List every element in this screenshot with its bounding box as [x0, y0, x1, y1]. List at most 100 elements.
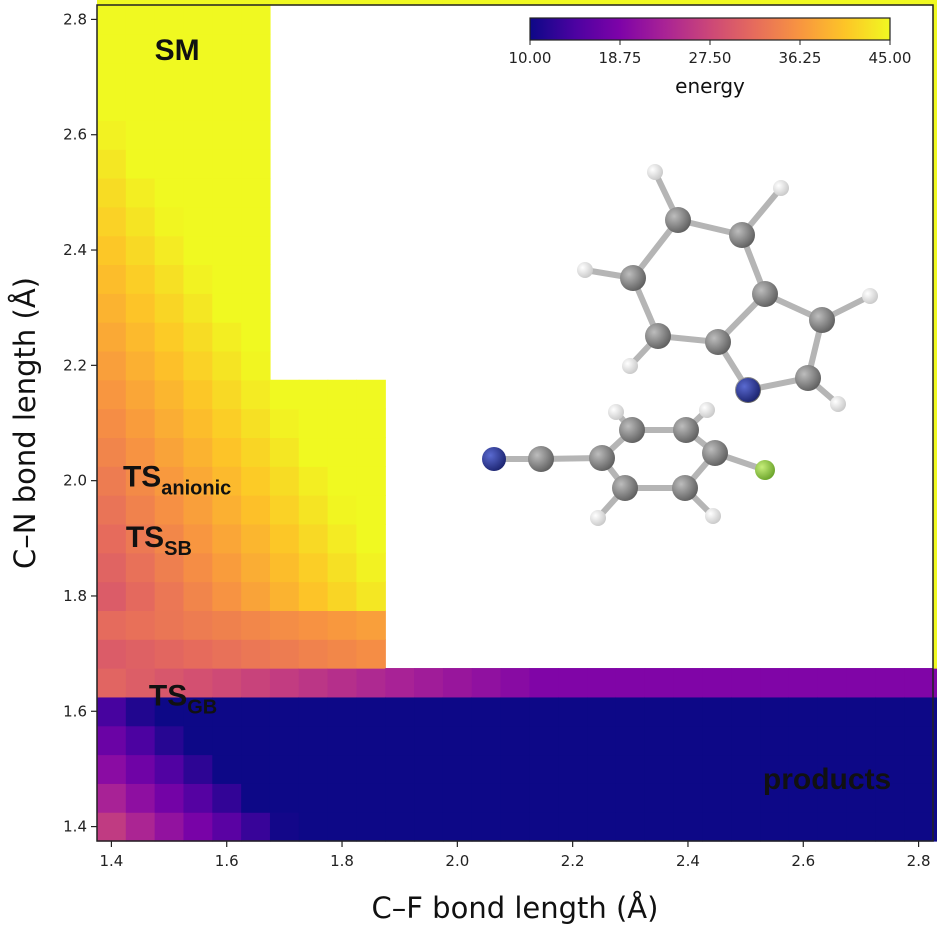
- heatmap-cell: [125, 552, 156, 583]
- heatmap-cell: [760, 812, 790, 842]
- heatmap-cell: [125, 149, 156, 179]
- heatmap-cell: [442, 696, 473, 727]
- x-tick-label: 2.8: [907, 852, 931, 870]
- heatmap-cell: [125, 0, 156, 6]
- hydrogen-atom: [699, 402, 715, 418]
- heatmap-cell: [875, 812, 905, 842]
- heatmap-cell: [327, 0, 358, 6]
- heatmap-cell: [298, 696, 329, 727]
- heatmap-cell: [183, 725, 213, 756]
- y-tick-label: 2.0: [63, 472, 87, 490]
- heatmap-cell: [212, 581, 242, 611]
- heatmap-cell: [125, 754, 156, 784]
- heatmap-cell: [702, 668, 732, 698]
- heatmap-cell: [933, 91, 937, 121]
- heatmap-cell: [241, 5, 271, 35]
- heatmap-cell: [125, 639, 156, 669]
- hydrogen-atom: [862, 288, 878, 304]
- y-axis-ticks: 1.4 1.6 1.8 2.0 2.2 2.4 2.6 2.8: [63, 10, 97, 836]
- heatmap-cell: [933, 62, 937, 93]
- carbon-atom: [729, 222, 755, 248]
- heatmap-cell: [241, 149, 271, 179]
- heatmap-cell: [702, 0, 732, 6]
- heatmap-cell: [125, 783, 156, 813]
- heatmap-cell: [933, 0, 937, 6]
- heatmap-cell: [125, 610, 156, 640]
- heatmap-cell: [904, 668, 934, 698]
- heatmap-cell: [97, 379, 127, 410]
- heatmap-cell: [385, 754, 415, 784]
- heatmap-cell: [788, 696, 819, 727]
- heatmap-cell: [587, 668, 617, 698]
- heatmap-cell: [471, 725, 502, 756]
- heatmap-cell: [846, 696, 876, 727]
- heatmap-cell: [817, 783, 848, 813]
- heatmap-cell: [875, 783, 905, 813]
- heatmap-cell: [125, 812, 156, 842]
- heatmap-cell: [298, 408, 329, 439]
- heatmap-cell: [904, 783, 934, 813]
- heatmap-cell: [442, 668, 473, 698]
- heatmap-cell: [673, 696, 703, 727]
- heatmap-cell: [327, 581, 358, 611]
- heatmap-cell: [875, 0, 905, 6]
- heatmap-cell: [269, 408, 300, 439]
- hydrogen-atom: [705, 508, 721, 524]
- heatmap-cell: [183, 350, 213, 381]
- heatmap-cell: [183, 0, 213, 6]
- heatmap-cell: [846, 783, 876, 813]
- hydrogen-atom: [622, 358, 638, 374]
- colorbar-ticks: 10.00 18.75 27.50 36.25 45.00: [509, 40, 911, 67]
- heatmap-cell: [414, 725, 444, 756]
- heatmap-cell: [212, 293, 242, 323]
- heatmap-cell: [183, 62, 213, 93]
- heatmap-cell: [471, 754, 502, 784]
- heatmap-cell: [212, 33, 242, 64]
- heatmap-cell: [529, 812, 559, 842]
- carbon-atom: [665, 207, 691, 233]
- heatmap-cell: [615, 696, 646, 727]
- heatmap-cell: [327, 437, 358, 467]
- heatmap-cell: [125, 437, 156, 467]
- heatmap-cell: [933, 754, 937, 784]
- heatmap-cell: [356, 639, 386, 669]
- heatmap-cell: [154, 812, 185, 842]
- heatmap-cell: [298, 725, 329, 756]
- heatmap-cell: [933, 466, 937, 496]
- heatmap-cell: [212, 812, 242, 842]
- heatmap-cell: [241, 322, 271, 352]
- heatmap-cell: [558, 754, 588, 784]
- heatmap-cell: [615, 668, 646, 698]
- heatmap-cell: [154, 783, 185, 813]
- heatmap-cell: [241, 466, 271, 496]
- heatmap-cell: [500, 783, 531, 813]
- heatmap-cell: [817, 725, 848, 756]
- heatmap-cell: [241, 812, 271, 842]
- heatmap-cell: [125, 5, 156, 35]
- heatmap-cell: [97, 62, 127, 93]
- heatmap-cell: [356, 783, 386, 813]
- y-tick-label: 1.6: [63, 702, 87, 720]
- heatmap-cell: [817, 812, 848, 842]
- heatmap-cell: [241, 696, 271, 727]
- heatmap-cell: [183, 754, 213, 784]
- heatmap-cell: [298, 639, 329, 669]
- heatmap-cell: [673, 0, 703, 6]
- heatmap-cell: [212, 264, 242, 294]
- heatmap-cell: [356, 581, 386, 611]
- heatmap-cell: [154, 552, 185, 583]
- heatmap-cell: [125, 62, 156, 93]
- heatmap-cell: [154, 350, 185, 381]
- heatmap-cell: [183, 177, 213, 208]
- heatmap-cell: [97, 120, 127, 150]
- heatmap-cell: [933, 552, 937, 583]
- heatmap-cell: [241, 177, 271, 208]
- heatmap-cell: [212, 5, 242, 35]
- nitrogen-atom: [482, 447, 506, 471]
- heatmap-cell: [846, 668, 876, 698]
- heatmap-cell: [875, 668, 905, 698]
- heatmap-cell: [97, 437, 127, 467]
- heatmap-cell: [183, 696, 213, 727]
- heatmap-cell: [385, 0, 415, 6]
- heatmap-cell: [269, 754, 300, 784]
